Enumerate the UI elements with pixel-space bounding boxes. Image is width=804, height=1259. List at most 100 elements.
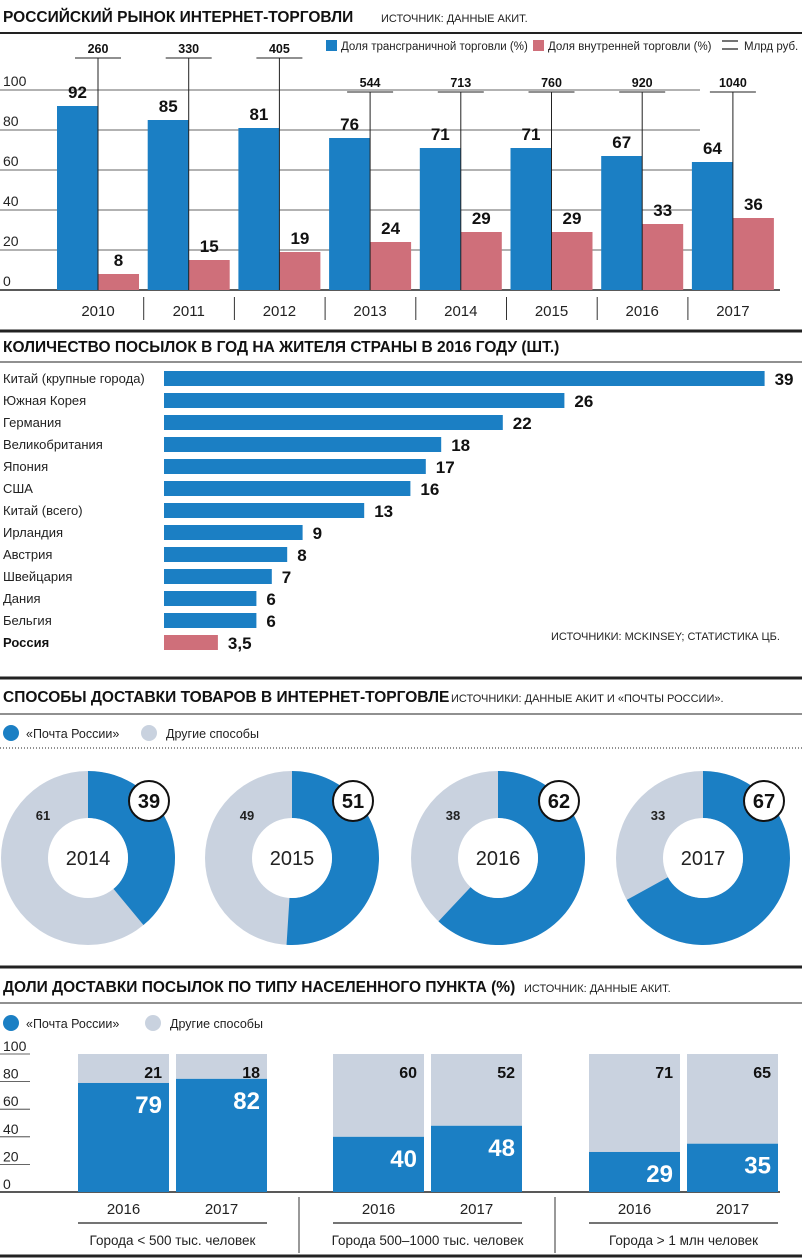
- bar-label-crossborder: 71: [522, 125, 541, 144]
- legend-dot-post-2: [3, 1015, 19, 1031]
- parcel-value: 18: [451, 436, 470, 455]
- market-marks: 92 8 260 85 15 330 81 19 405 76 24 544 71 29 713 71 29 76…: [57, 42, 774, 290]
- stack-other: [687, 1054, 778, 1144]
- bar-crossborder: [238, 128, 280, 290]
- parcel-bar: [164, 591, 257, 606]
- donut-other-value: 49: [240, 808, 254, 823]
- delivery-title: СПОСОБЫ ДОСТАВКИ ТОВАРОВ В ИНТЕРНЕТ-ТОРГ…: [3, 689, 449, 706]
- bar-crossborder: [57, 106, 98, 290]
- parcel-value: 17: [436, 458, 455, 477]
- stack-post-value: 48: [488, 1135, 515, 1162]
- market-x-axis: 2010 2011 2012 2013 2014 2015 2016 2017: [81, 297, 750, 320]
- parcel-value: 26: [574, 392, 593, 411]
- parcel-bar: [164, 525, 303, 540]
- bar-label-crossborder: 85: [159, 97, 178, 116]
- market-y-axis: 0 20 40 60 80 100: [3, 73, 27, 289]
- x-tick-label: 2013: [353, 303, 386, 320]
- market-source: ИСТОЧНИК: ДАННЫЕ АКИТ.: [381, 13, 528, 25]
- y-tick-label: 100: [3, 1038, 27, 1054]
- parcel-value: 9: [313, 524, 322, 543]
- parcel-bar: [164, 393, 565, 408]
- country-label: Ирландия: [3, 525, 63, 540]
- country-label: Австрия: [3, 547, 52, 562]
- stack-post-value: 35: [744, 1153, 771, 1180]
- bar-crossborder: [601, 156, 643, 290]
- bar-crossborder: [419, 148, 461, 290]
- delivery-section: СПОСОБЫ ДОСТАВКИ ТОВАРОВ В ИНТЕРНЕТ-ТОРГ…: [0, 689, 802, 946]
- stack-post: [431, 1125, 522, 1192]
- x-tick-label: 2017: [716, 1201, 749, 1218]
- stack-post-value: 79: [135, 1092, 162, 1119]
- settlements-source: ИСТОЧНИК: ДАННЫЕ АКИТ.: [524, 983, 671, 995]
- legend-label-rub: Млрд руб.: [744, 41, 798, 53]
- y-tick-label: 0: [3, 273, 11, 289]
- stack-post-value: 29: [646, 1161, 673, 1188]
- legend-dot-other: [141, 725, 157, 741]
- y-tick-label: 60: [3, 153, 19, 169]
- market-title: РОССИЙСКИЙ РЫНОК ИНТЕРНЕТ-ТОРГОВЛИ: [3, 8, 353, 26]
- stack-other-value: 65: [753, 1065, 771, 1082]
- parcel-bar: [164, 437, 442, 452]
- parcel-bar: [164, 569, 272, 584]
- market-section: РОССИЙСКИЙ РЫНОК ИНТЕРНЕТ-ТОРГОВЛИ ИСТОЧ…: [0, 8, 802, 320]
- parcel-value: 6: [266, 590, 275, 609]
- stack-post-value: 82: [233, 1088, 260, 1115]
- parcel-value: 39: [775, 370, 794, 389]
- bar-label-crossborder: 64: [703, 139, 722, 158]
- donut-post-badge: [538, 780, 580, 822]
- bar-domestic: [551, 232, 593, 290]
- y-tick-label: 60: [3, 1093, 19, 1109]
- stack-other: [589, 1054, 680, 1152]
- settlements-x-axis: 2016 2017 Города < 500 тыс. человек 2016 201…: [78, 1197, 778, 1253]
- stack-post-value: 40: [390, 1146, 417, 1173]
- parcel-value: 16: [420, 480, 439, 499]
- parcel-bar: [164, 459, 426, 474]
- stack-other-value: 21: [144, 1065, 162, 1082]
- bar-domestic: [279, 252, 321, 290]
- donut-post-value: 67: [753, 791, 775, 813]
- country-label: Китай (крупные города): [3, 371, 145, 386]
- bar-crossborder: [510, 148, 552, 290]
- parcel-bar: [164, 503, 365, 518]
- stack-other-value: 18: [242, 1065, 260, 1082]
- bar-domestic: [732, 218, 774, 290]
- stack-other: [431, 1054, 522, 1126]
- donut-post-value: 39: [138, 791, 160, 813]
- rub-marker-label: 330: [178, 42, 199, 56]
- parcel-value: 6: [266, 612, 275, 631]
- y-tick-label: 80: [3, 1066, 19, 1082]
- settlements-legend: «Почта России» Другие способы: [3, 1015, 263, 1031]
- settlements-marks: 79 21 82 18 40 60 48 52 29 71 35 65: [78, 1054, 778, 1192]
- settlements-section: ДОЛИ ДОСТАВКИ ПОСЫЛОК ПО ТИПУ НАСЕЛЕННОГ…: [0, 979, 802, 1253]
- country-label: Германия: [3, 415, 61, 430]
- parcel-bar: [164, 635, 218, 650]
- donut-hole: [48, 818, 128, 898]
- x-tick-label: 2016: [362, 1201, 395, 1218]
- donut-post-badge: [332, 780, 374, 822]
- x-tick-label: 2017: [460, 1201, 493, 1218]
- legend-label-other-2: Другие способы: [170, 1017, 263, 1031]
- bar-label-domestic: 19: [290, 229, 309, 248]
- parcel-value: 22: [513, 414, 532, 433]
- delivery-donuts: 2014 39 61 2015 51 49 2016 62 38 2017 67 33: [1, 771, 790, 946]
- donut-hole: [458, 818, 538, 898]
- bar-crossborder: [329, 138, 371, 290]
- bar-label-domestic: 36: [744, 195, 763, 214]
- x-tick-label: 2016: [626, 303, 659, 320]
- bar-label-domestic: 29: [472, 209, 491, 228]
- x-tick-label: 2017: [716, 303, 749, 320]
- legend-marker-line: [722, 40, 738, 50]
- parcel-bar: [164, 481, 411, 496]
- country-label: Россия: [3, 635, 49, 650]
- donut-year: 2015: [270, 848, 315, 870]
- bar-domestic: [188, 260, 230, 290]
- bar-label-domestic: 24: [381, 219, 400, 238]
- bar-label-crossborder: 67: [612, 133, 631, 152]
- country-label: США: [3, 481, 33, 496]
- donut-post-value: 62: [548, 791, 570, 813]
- group-label: Города > 1 млн человек: [609, 1233, 758, 1248]
- donut-hole: [663, 818, 743, 898]
- bar-crossborder: [147, 120, 189, 290]
- stack-other: [78, 1054, 169, 1083]
- rub-marker-label: 544: [360, 76, 381, 90]
